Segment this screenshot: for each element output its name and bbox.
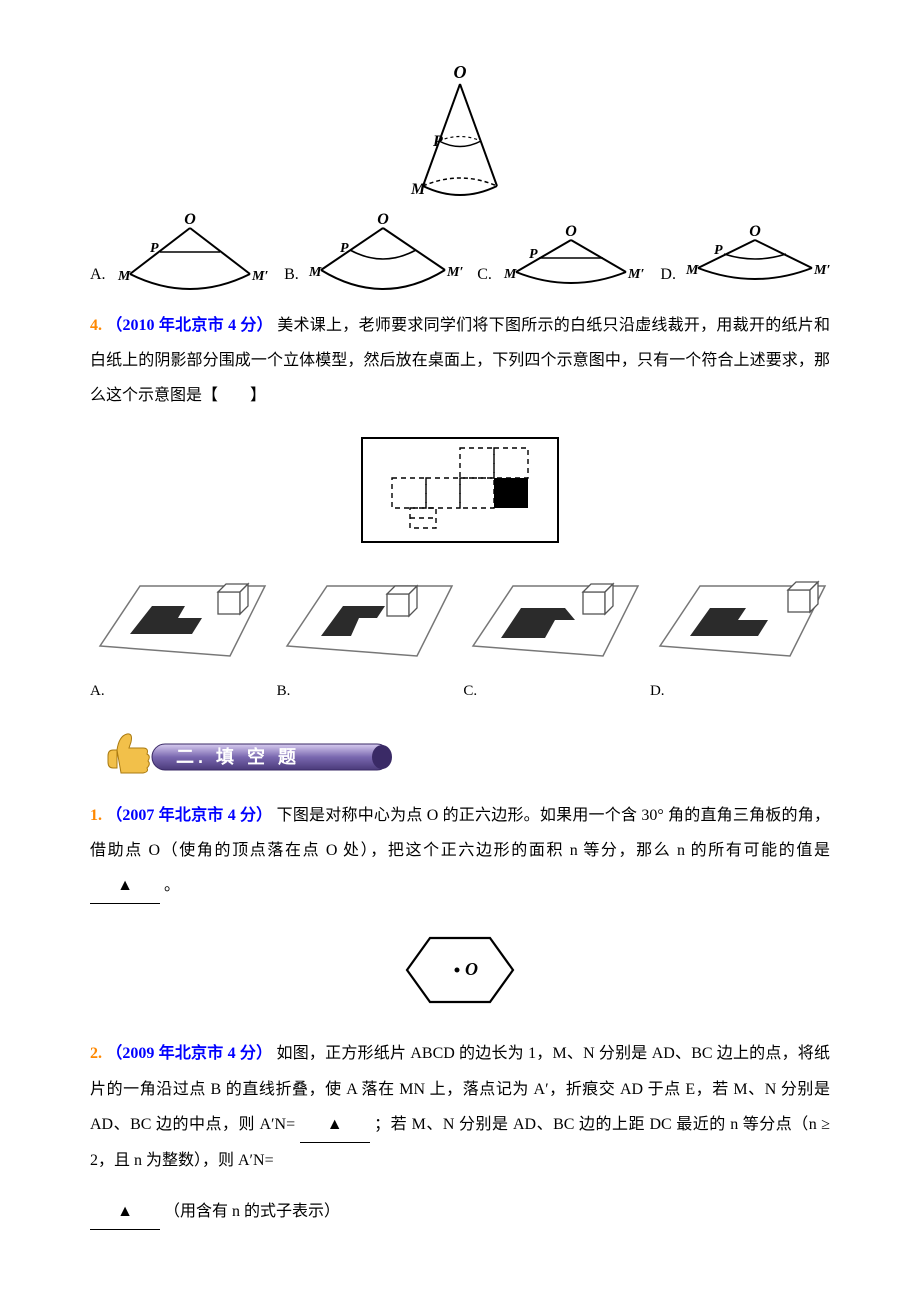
svg-text:M′: M′ <box>627 267 644 282</box>
label-M: M <box>410 181 426 198</box>
svg-text:M: M <box>503 267 517 282</box>
svg-text:M′: M′ <box>813 263 830 278</box>
label-P: P <box>432 133 443 150</box>
f2-num: 2. <box>90 1045 102 1062</box>
box-option-d: D. <box>650 556 830 708</box>
svg-text:P: P <box>529 247 538 262</box>
f1-source: （2007 年北京市 4 分） <box>106 807 272 824</box>
f2-tail: （用含有 n 的式子表示） <box>164 1203 340 1220</box>
box-label-d: D. <box>650 675 830 708</box>
svg-text:O: O <box>749 223 761 240</box>
svg-text:P: P <box>340 241 349 256</box>
cone-option-c: C. O P M M′ <box>477 222 646 292</box>
hex-label-O: O <box>465 959 478 979</box>
box-label-a: A. <box>90 675 270 708</box>
opt-label-b: B. <box>284 257 299 292</box>
box-label-b: B. <box>277 675 457 708</box>
fill-question-2: 2. （2009 年北京市 4 分） 如图，正方形纸片 ABCD 的边长为 1，… <box>90 1036 830 1178</box>
svg-text:M: M <box>308 265 322 280</box>
question-4: 4. （2010 年北京市 4 分） 美术课上，老师要求同学们将下图所示的白纸只… <box>90 308 830 414</box>
box-option-row: A. B. <box>90 556 830 708</box>
cone-option-row: A. O P M M′ B. O P <box>90 212 830 292</box>
box-option-b: B. <box>277 556 457 708</box>
svg-text:O: O <box>184 212 196 228</box>
q4-num: 4. <box>90 317 102 334</box>
svg-text:M′: M′ <box>446 265 463 280</box>
hexagon-figure: O <box>90 920 830 1020</box>
svg-text:M: M <box>117 269 131 284</box>
label-O: O <box>454 66 467 82</box>
opt-label-a: A. <box>90 257 106 292</box>
svg-text:M: M <box>685 263 699 278</box>
cone-option-b: B. O P M M′ <box>284 212 463 292</box>
fill-question-2-tail: ▲ （用含有 n 的式子表示） <box>90 1194 830 1230</box>
svg-text:O: O <box>377 212 389 228</box>
svg-text:P: P <box>150 241 159 256</box>
f1-num: 1. <box>90 807 102 824</box>
q4-source: （2010 年北京市 4 分） <box>106 317 273 334</box>
section-2-header: 二. 填 空 题 <box>90 726 830 782</box>
svg-text:M′: M′ <box>251 269 268 284</box>
svg-text:P: P <box>714 243 723 258</box>
opt-label-d: D. <box>660 257 676 292</box>
f1-tail: 。 <box>164 877 180 894</box>
cone-main-figure: O P M <box>90 66 830 206</box>
thumb-up-icon <box>108 734 149 773</box>
box-option-a: A. <box>90 556 270 708</box>
fill-question-1: 1. （2007 年北京市 4 分） 下图是对称中心为点 O 的正六边形。如果用… <box>90 798 830 905</box>
cone-option-a: A. O P M M′ <box>90 212 270 292</box>
f1-blank: ▲ <box>90 868 160 904</box>
f2-blank1: ▲ <box>300 1107 370 1143</box>
section-2-title: 二. 填 空 题 <box>176 746 300 767</box>
box-option-c: C. <box>463 556 643 708</box>
box-label-c: C. <box>463 675 643 708</box>
cone-option-d: D. O P M M′ <box>660 222 830 292</box>
papercut-figure <box>90 430 830 550</box>
f2-source: （2009 年北京市 4 分） <box>106 1045 272 1062</box>
opt-label-c: C. <box>477 257 492 292</box>
f2-blank2: ▲ <box>90 1194 160 1230</box>
svg-text:O: O <box>565 223 577 240</box>
